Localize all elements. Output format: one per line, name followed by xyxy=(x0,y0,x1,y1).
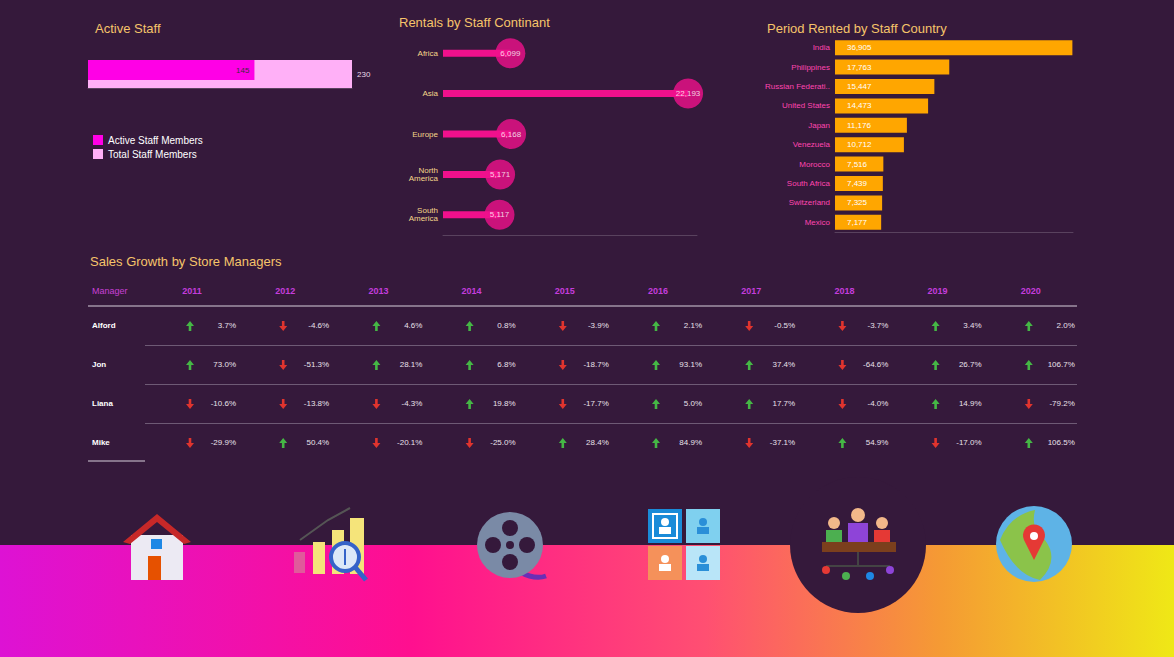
html-text:-25.0%: -25.0% xyxy=(490,438,516,447)
html-text:2013: 2013 xyxy=(368,286,389,296)
html-text:Sales Growth by Store Managers: Sales Growth by Store Managers xyxy=(90,254,282,269)
svg-text:6,168: 6,168 xyxy=(501,130,522,139)
html-text:-20.1%: -20.1% xyxy=(397,438,423,447)
svg-text:Active Staff: Active Staff xyxy=(95,21,161,36)
html-text:2014: 2014 xyxy=(461,286,482,296)
html-text:Alford: Alford xyxy=(92,321,116,330)
svg-text:South Africa: South Africa xyxy=(787,179,831,188)
html-text:-4.6%: -4.6% xyxy=(308,321,330,330)
svg-text:10,712: 10,712 xyxy=(847,140,872,149)
svg-text:5,171: 5,171 xyxy=(490,170,511,179)
html-text:37.4%: 37.4% xyxy=(772,360,796,369)
svg-text:United States: United States xyxy=(782,101,830,110)
html-text:3.7%: 3.7% xyxy=(217,321,236,330)
html-text:-37.1%: -37.1% xyxy=(769,438,796,447)
svg-text:India: India xyxy=(813,43,831,52)
svg-text:Switzerland: Switzerland xyxy=(789,198,830,207)
svg-text:230: 230 xyxy=(357,70,371,79)
html-text:Jon: Jon xyxy=(92,360,107,369)
svg-text:5,117: 5,117 xyxy=(490,210,510,219)
svg-text:7,439: 7,439 xyxy=(847,179,868,188)
svg-text:Venezuela: Venezuela xyxy=(793,140,831,149)
html-text:93.1%: 93.1% xyxy=(679,360,702,369)
html-text:17.7%: 17.7% xyxy=(772,399,796,408)
html-text:14.9%: 14.9% xyxy=(958,399,982,408)
html-text:5.0%: 5.0% xyxy=(683,399,702,408)
svg-text:36,905: 36,905 xyxy=(847,43,872,52)
html-text:2020: 2020 xyxy=(1020,286,1041,296)
svg-text:Philippines: Philippines xyxy=(791,63,830,72)
svg-text:Morocco: Morocco xyxy=(799,160,830,169)
html-text:-13.8%: -13.8% xyxy=(303,399,330,408)
html-text:-4.3%: -4.3% xyxy=(401,399,423,408)
html-text:19.8%: 19.8% xyxy=(492,399,516,408)
html-text:-17.0%: -17.0% xyxy=(956,438,982,447)
svg-text:7,325: 7,325 xyxy=(847,198,868,207)
html-text:6.8%: 6.8% xyxy=(497,360,516,369)
html-text:2018: 2018 xyxy=(834,286,855,296)
svg-text:Europe: Europe xyxy=(412,130,438,139)
html-text:-17.7%: -17.7% xyxy=(583,399,609,408)
svg-text:America: America xyxy=(409,214,439,223)
html-text:28.4%: 28.4% xyxy=(586,438,609,447)
html-text:26.7%: 26.7% xyxy=(958,360,982,369)
html-text:-79.2%: -79.2% xyxy=(1049,399,1075,408)
html-text:0.8%: 0.8% xyxy=(497,321,516,330)
html-text:2019: 2019 xyxy=(927,286,948,296)
svg-text:22,193: 22,193 xyxy=(676,89,701,98)
html-text:-4.0%: -4.0% xyxy=(867,399,889,408)
html-text:50.4%: 50.4% xyxy=(306,438,330,447)
svg-text:Mexico: Mexico xyxy=(805,218,831,227)
svg-text:Total Staff Members: Total Staff Members xyxy=(108,149,197,160)
html-text:Manager: Manager xyxy=(92,286,128,296)
html-text:-64.6%: -64.6% xyxy=(863,360,889,369)
html-text:3.4%: 3.4% xyxy=(963,321,982,330)
html-text:4.6%: 4.6% xyxy=(404,321,423,330)
html-text:-51.3%: -51.3% xyxy=(303,360,330,369)
html-text:2.1%: 2.1% xyxy=(683,321,702,330)
svg-text:17,763: 17,763 xyxy=(847,63,872,72)
svg-text:15,447: 15,447 xyxy=(847,82,872,91)
html-text:2016: 2016 xyxy=(648,286,668,296)
html-text:-3.7%: -3.7% xyxy=(867,321,889,330)
html-text:28.1%: 28.1% xyxy=(399,360,423,369)
svg-text:6,099: 6,099 xyxy=(500,49,521,58)
html-text:84.9%: 84.9% xyxy=(679,438,702,447)
html-text:2017: 2017 xyxy=(741,286,762,296)
html-text:73.0%: 73.0% xyxy=(213,360,236,369)
svg-text:14,473: 14,473 xyxy=(847,101,872,110)
svg-text:Africa: Africa xyxy=(418,49,439,58)
html-text:2015: 2015 xyxy=(554,286,575,296)
html-text:-18.7%: -18.7% xyxy=(583,360,609,369)
html-text:-10.6%: -10.6% xyxy=(210,399,236,408)
svg-text:Russian Federati..: Russian Federati.. xyxy=(765,82,830,91)
svg-text:Asia: Asia xyxy=(422,89,438,98)
html-text:Liana: Liana xyxy=(92,399,113,408)
html-text:-3.9%: -3.9% xyxy=(587,321,609,330)
html-text:Mike: Mike xyxy=(92,438,110,447)
svg-text:Rentals by Staff Continant: Rentals by Staff Continant xyxy=(399,15,550,30)
svg-text:145: 145 xyxy=(236,66,250,75)
html-text:2011: 2011 xyxy=(182,286,202,296)
html-text:-0.5%: -0.5% xyxy=(774,321,796,330)
svg-text:7,177: 7,177 xyxy=(847,218,868,227)
svg-text:America: America xyxy=(409,174,439,183)
html-text:-29.9%: -29.9% xyxy=(210,438,236,447)
svg-text:North: North xyxy=(418,165,438,175)
svg-text:7,516: 7,516 xyxy=(847,160,868,169)
html-text:106.5%: 106.5% xyxy=(1047,438,1075,447)
svg-text:11,176: 11,176 xyxy=(847,121,871,130)
html-text:106.7%: 106.7% xyxy=(1047,360,1075,369)
svg-text:Japan: Japan xyxy=(808,121,830,130)
svg-text:Period Rented by Staff Country: Period Rented by Staff Country xyxy=(767,21,947,36)
svg-text:Active Staff Members: Active Staff Members xyxy=(108,135,203,146)
svg-text:South: South xyxy=(417,206,438,216)
html-text:54.9%: 54.9% xyxy=(865,438,889,447)
html-text:2012: 2012 xyxy=(275,286,296,296)
html-text:2.0%: 2.0% xyxy=(1056,321,1075,330)
